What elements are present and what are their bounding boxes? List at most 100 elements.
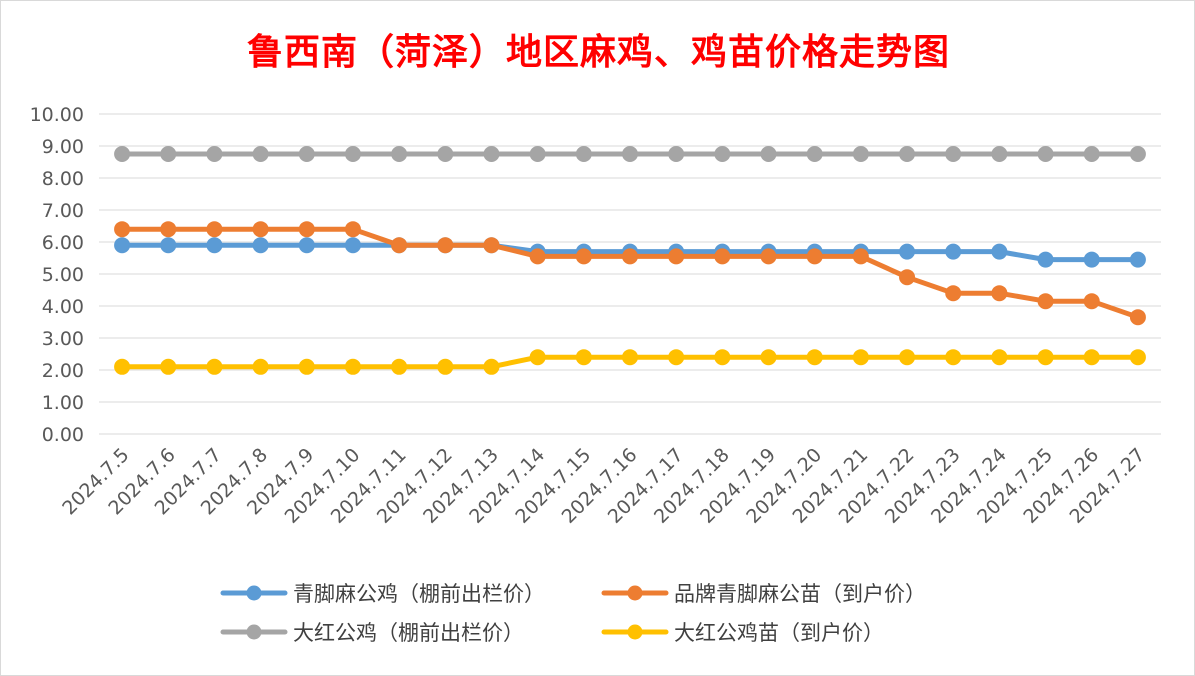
data-point	[945, 243, 962, 260]
legend-item: 大红公鸡（棚前出栏价）	[220, 621, 524, 645]
y-tick-label: 6.00	[42, 232, 84, 254]
data-point	[529, 146, 546, 162]
data-point	[1083, 251, 1100, 268]
data-point	[575, 146, 592, 162]
data-point	[668, 349, 685, 366]
data-point	[529, 349, 546, 366]
data-point	[160, 221, 177, 238]
data-point	[252, 221, 269, 238]
data-point	[760, 146, 777, 162]
data-point	[991, 285, 1008, 302]
series-3	[114, 349, 1146, 375]
y-tick-label: 2.00	[42, 360, 84, 382]
legend-label: 大红公鸡（棚前出栏价）	[293, 621, 524, 645]
data-point	[945, 349, 962, 366]
data-point	[160, 237, 177, 254]
data-point	[391, 146, 408, 162]
data-point	[1037, 293, 1054, 310]
data-point	[1037, 146, 1054, 162]
x-axis-ticks: 2024.7.52024.7.62024.7.72024.7.82024.7.9…	[58, 444, 1149, 528]
y-tick-label: 8.00	[42, 168, 84, 190]
data-point	[806, 248, 823, 265]
data-point	[391, 358, 408, 375]
data-point	[668, 146, 685, 162]
data-point	[391, 237, 408, 254]
series-2	[114, 146, 1146, 162]
data-point	[483, 237, 500, 254]
legend-item: 青脚麻公鸡（棚前出栏价）	[220, 582, 545, 606]
data-point	[206, 221, 223, 238]
data-point	[1083, 146, 1100, 162]
legend-item: 品牌青脚麻公苗（到户价）	[601, 582, 926, 606]
data-point	[344, 237, 361, 254]
data-point	[668, 248, 685, 265]
data-point	[852, 349, 869, 366]
data-point	[760, 349, 777, 366]
data-point	[298, 358, 315, 375]
data-point	[252, 237, 269, 254]
data-point	[899, 146, 916, 162]
data-point	[160, 358, 177, 375]
data-point	[852, 146, 869, 162]
data-point	[575, 349, 592, 366]
data-point	[622, 146, 638, 162]
series-lines	[114, 146, 1146, 375]
legend-label: 大红公鸡苗（到户价）	[674, 621, 884, 645]
data-point	[298, 146, 315, 162]
y-tick-label: 4.00	[42, 296, 84, 318]
data-point	[852, 248, 869, 265]
data-point	[1083, 349, 1100, 366]
data-point	[114, 146, 131, 162]
data-point	[945, 285, 962, 302]
data-point	[899, 243, 916, 260]
data-point	[899, 349, 916, 366]
data-point	[206, 237, 223, 254]
y-tick-label: 1.00	[42, 392, 84, 414]
y-tick-label: 5.00	[42, 264, 84, 286]
legend-swatch-marker	[246, 624, 262, 640]
data-point	[991, 243, 1008, 260]
data-point	[714, 248, 731, 265]
chart-title: 鲁西南（菏泽）地区麻鸡、鸡苗价格走势图	[246, 31, 950, 73]
data-point	[298, 237, 315, 254]
data-point	[344, 221, 361, 238]
data-point	[114, 221, 131, 238]
series-1	[114, 221, 1146, 326]
data-point	[714, 349, 731, 366]
y-axis-ticks: 0.00 1.00 2.00 3.00 4.00 5.00 6.00 7.00 8.00 9.00…	[30, 104, 84, 446]
data-point	[252, 146, 269, 162]
data-point	[575, 248, 592, 265]
data-point	[437, 358, 454, 375]
data-point	[1037, 251, 1054, 268]
y-tick-label: 9.00	[42, 136, 84, 158]
data-point	[529, 248, 546, 265]
data-point	[344, 146, 361, 162]
data-point	[160, 146, 177, 162]
data-point	[622, 349, 638, 366]
data-point	[437, 146, 454, 162]
data-point	[206, 146, 223, 162]
data-point	[1083, 293, 1100, 310]
data-point	[206, 358, 223, 375]
data-point	[344, 358, 361, 375]
legend-item: 大红公鸡苗（到户价）	[601, 621, 884, 645]
data-point	[1129, 251, 1146, 268]
y-tick-label: 10.00	[30, 104, 84, 126]
legend-swatch-marker	[627, 585, 643, 601]
data-point	[114, 358, 131, 375]
data-point	[252, 358, 269, 375]
data-point	[114, 237, 131, 254]
data-point	[437, 237, 454, 254]
data-point	[483, 146, 500, 162]
data-point	[945, 146, 962, 162]
data-point	[483, 358, 500, 375]
legend-swatch-marker	[246, 585, 262, 601]
data-point	[899, 269, 916, 286]
legend-label: 品牌青脚麻公苗（到户价）	[674, 582, 926, 606]
legend-swatch-marker	[627, 624, 643, 640]
data-point	[991, 349, 1008, 366]
data-point	[298, 221, 315, 238]
data-point	[1129, 309, 1146, 326]
